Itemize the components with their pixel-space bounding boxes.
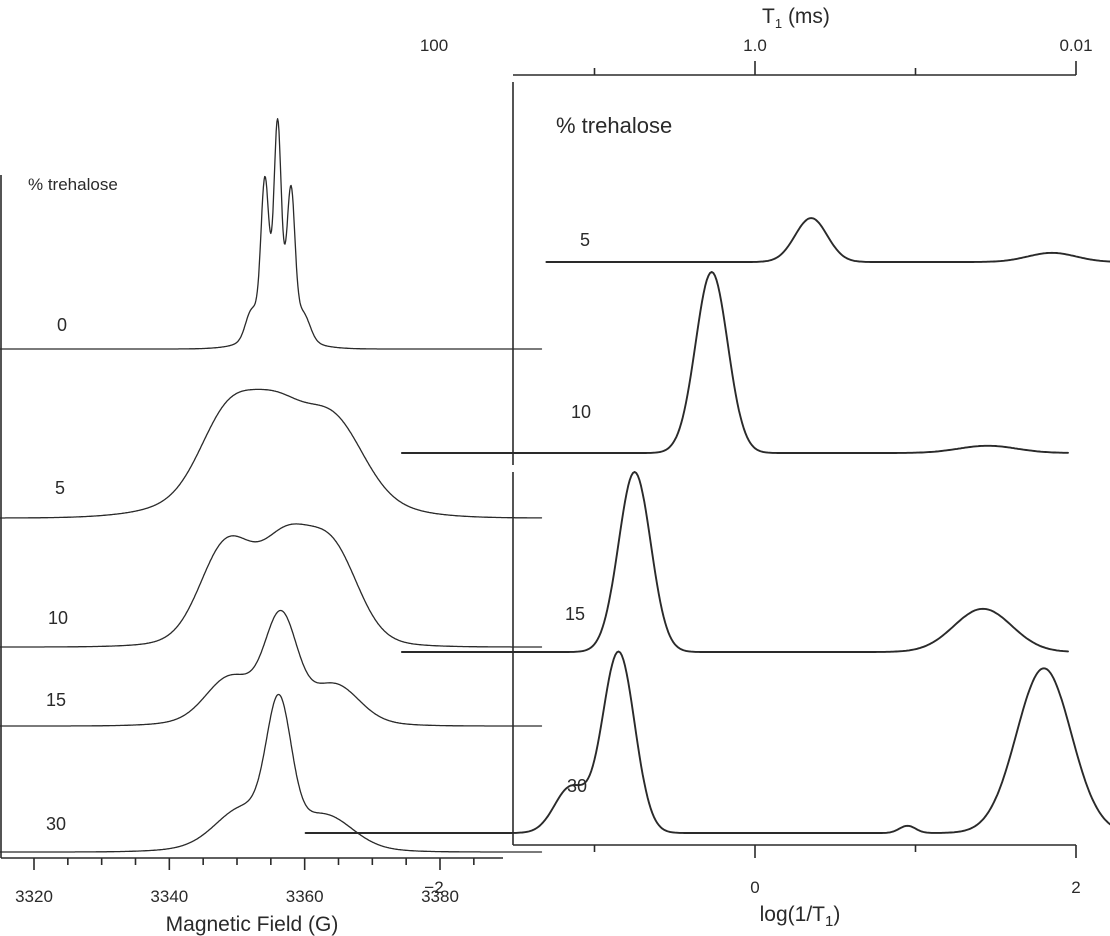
left-x-ticks: 3320 3340 3360 3380 xyxy=(15,858,475,906)
top-tick-label: 100 xyxy=(420,36,448,55)
epr-trace-label-15: 15 xyxy=(46,690,66,710)
t1-trace-15 xyxy=(400,471,1069,653)
epr-trace-10 xyxy=(0,523,543,648)
top-axis-label-T: T xyxy=(762,5,775,28)
right-tick-label: 0 xyxy=(750,878,759,897)
epr-trace-0 xyxy=(0,118,543,350)
right-x-axis-label: log(1/T1) xyxy=(760,903,841,930)
left-trace-labels: 0 5 10 15 30 xyxy=(46,315,68,834)
t1-trace-5 xyxy=(545,217,1110,263)
t1-trace-label-15: 15 xyxy=(565,604,585,624)
epr-trace-30 xyxy=(0,693,543,853)
t1-trace-label-10: 10 xyxy=(571,402,591,422)
t1-trace-30 xyxy=(304,650,1110,834)
epr-spectra-panel: 3320 3340 3360 3380 0 5 10 15 30 % trehalose Ma… xyxy=(0,118,543,936)
epr-trace-label-10: 10 xyxy=(48,608,68,628)
left-tick-label: 3360 xyxy=(286,887,324,906)
right-traces xyxy=(304,217,1110,834)
epr-trace-5 xyxy=(0,388,543,519)
left-tick-label: 3340 xyxy=(150,887,188,906)
epr-trace-15 xyxy=(0,609,543,727)
right-bottom-ticks: −2024 xyxy=(424,845,1081,897)
t1-trace-label-5: 5 xyxy=(580,230,590,250)
t1-trace-label-30: 30 xyxy=(567,776,587,796)
right-series-header: % trehalose xyxy=(556,113,672,138)
left-traces xyxy=(0,118,543,853)
left-tick-label: 3380 xyxy=(421,887,459,906)
t1-trace-10 xyxy=(400,271,1069,454)
right-top-axis-label: T1 (ms) xyxy=(762,5,830,31)
epr-trace-label-30: 30 xyxy=(46,814,66,834)
left-tick-label: 3320 xyxy=(15,887,53,906)
top-tick-label: 1.0 xyxy=(743,36,767,55)
top-axis-label-sub: 1 xyxy=(775,16,782,31)
left-series-header: % trehalose xyxy=(28,175,118,194)
left-x-axis-label: Magnetic Field (G) xyxy=(166,913,339,936)
right-tick-label: 2 xyxy=(1071,878,1080,897)
right-tick-label: −2 xyxy=(424,878,443,897)
right-trace-labels: 5 10 15 30 xyxy=(565,230,591,796)
top-axis-label-rest: (ms) xyxy=(782,5,830,28)
top-tick-label: 0.01 xyxy=(1059,36,1092,55)
epr-trace-label-0: 0 xyxy=(57,315,67,335)
epr-trace-label-5: 5 xyxy=(55,478,65,498)
